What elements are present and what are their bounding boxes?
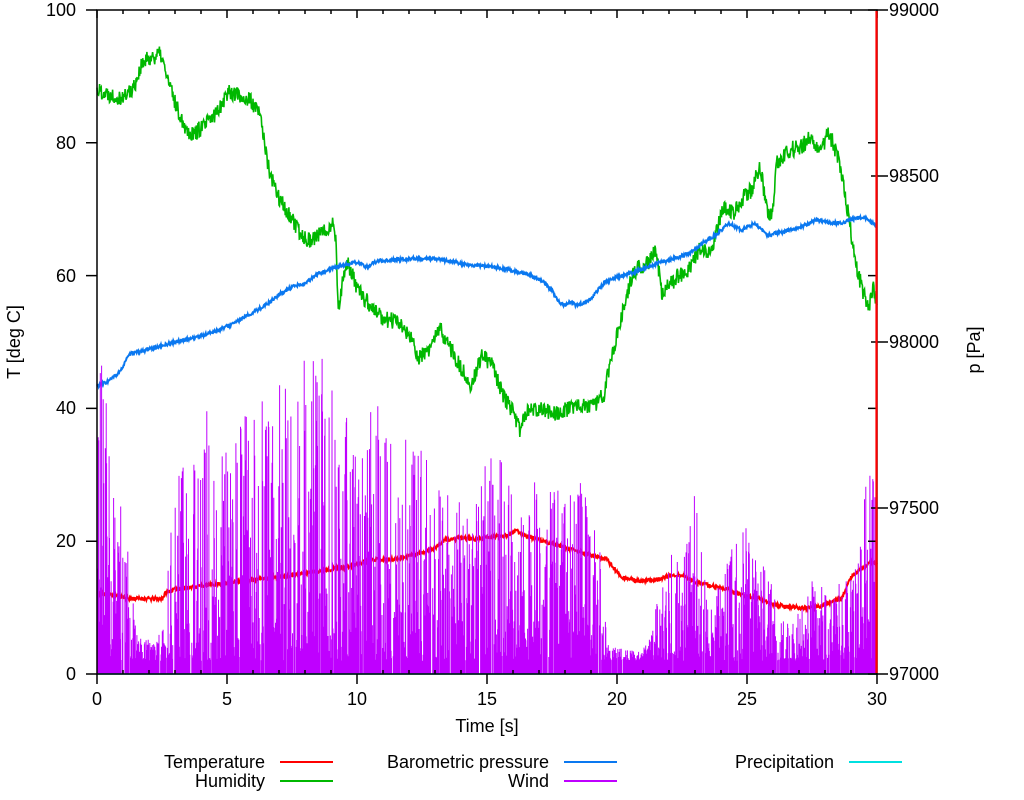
x-tick-label: 10 (346, 689, 368, 709)
legend-label-humidity: Humidity (194, 771, 265, 791)
y2-tick-label: 99000 (889, 0, 940, 20)
y-tick-label: 100 (45, 0, 76, 20)
x-axis-title: Time [s] (455, 716, 519, 736)
x-tick-label: 30 (866, 689, 888, 709)
x-tick-label: 20 (606, 689, 628, 709)
x-tick-label: 15 (476, 689, 498, 709)
axis-ticks (86, 9, 888, 684)
y2-tick-label: 98000 (889, 332, 940, 352)
legend-swatch-precipitation (849, 761, 902, 763)
y-tick-label: 80 (55, 132, 76, 153)
legend-swatch-temperature (280, 761, 333, 763)
legend-label-temperature: Temperature (163, 752, 265, 772)
legend-swatch-pressure (564, 761, 617, 763)
x-tick-label: 5 (221, 689, 232, 709)
x-tick-label: 0 (91, 689, 102, 709)
y2-tick-label: 97500 (889, 498, 940, 518)
legend-label-pressure: Barometric pressure (386, 752, 549, 772)
y2-tick-label: 97000 (889, 664, 940, 684)
series-pressure (96, 212, 878, 391)
legend-label-precipitation: Precipitation (734, 752, 834, 772)
series-wind (96, 358, 878, 674)
y-tick-label: 40 (55, 398, 76, 419)
series-humidity (96, 46, 878, 438)
y-tick-label: 20 (55, 531, 76, 552)
legend-swatch-wind (564, 780, 617, 782)
legend-label-wind: Wind (507, 771, 549, 791)
y-tick-label: 60 (55, 265, 76, 286)
legend-swatch-humidity (280, 780, 333, 782)
x-tick-label: 25 (736, 689, 758, 709)
y-tick-label: 0 (65, 664, 76, 684)
y-axis-title: T [deg C] (4, 305, 24, 379)
y2-tick-label: 98500 (889, 166, 940, 186)
